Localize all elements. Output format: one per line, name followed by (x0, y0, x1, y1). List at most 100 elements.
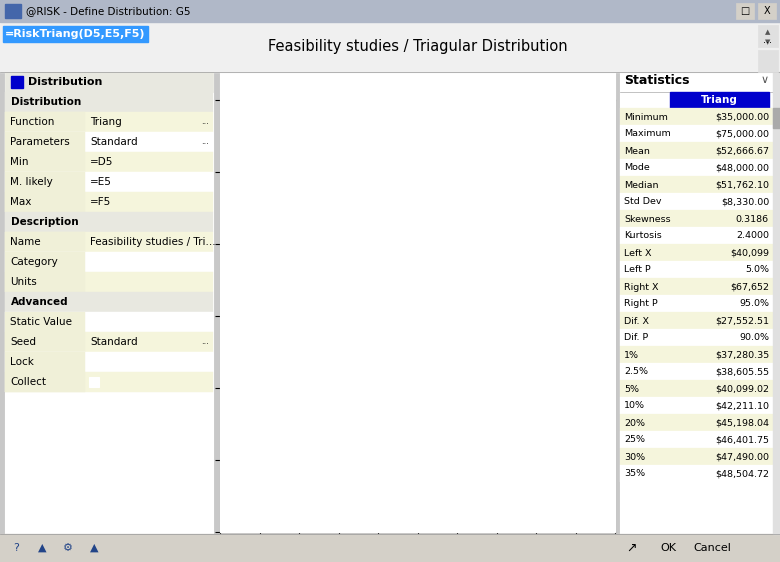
Bar (5, 72, 213, 92)
Text: ▲: ▲ (37, 543, 46, 553)
Bar (5, 172, 213, 192)
Text: $51,762.10: $51,762.10 (715, 180, 769, 189)
Bar (620, 193, 773, 210)
Bar (620, 210, 773, 227)
Text: $40,099: $40,099 (730, 248, 769, 257)
Bar (5, 92, 213, 112)
Text: OK: OK (660, 543, 676, 553)
Bar (620, 295, 773, 312)
Bar (620, 159, 773, 176)
Bar (620, 431, 773, 448)
Text: $46,401.75: $46,401.75 (715, 436, 769, 445)
Bar (0, 534, 780, 562)
Bar (0, 22, 780, 72)
Bar (620, 227, 773, 244)
Text: $52,666.67: $52,666.67 (715, 147, 769, 156)
Bar (5, 4, 21, 18)
Bar (5, 539, 27, 557)
Text: Dif. P: Dif. P (624, 333, 648, 342)
Text: $40,099: $40,099 (278, 58, 321, 68)
Text: 5.0%: 5.0% (246, 76, 274, 86)
Bar (5, 352, 85, 372)
Text: Parameters: Parameters (10, 137, 69, 147)
Text: 90.0%: 90.0% (388, 74, 429, 88)
Text: 30%: 30% (624, 452, 645, 461)
Bar (5, 332, 85, 352)
Text: $48,000.00: $48,000.00 (715, 164, 769, 173)
Text: ∨: ∨ (760, 75, 769, 85)
Text: 25%: 25% (624, 436, 645, 445)
Bar (5, 252, 213, 272)
Text: 2.4000: 2.4000 (736, 232, 769, 241)
Bar (5, 132, 213, 152)
Text: Kurtosis: Kurtosis (624, 232, 661, 241)
Bar (758, 50, 778, 72)
Bar (620, 278, 773, 295)
Text: $48,504.72: $48,504.72 (715, 469, 769, 478)
Bar (89, 357, 99, 367)
Bar (5, 272, 213, 292)
Text: $37,280.35: $37,280.35 (714, 351, 769, 360)
Bar (5, 372, 213, 392)
Text: Triang: Triang (90, 117, 122, 127)
Bar (620, 380, 773, 397)
Bar (620, 538, 642, 558)
Bar (620, 312, 773, 329)
Bar (5, 192, 213, 212)
Bar (773, 108, 780, 128)
Bar (5, 172, 85, 192)
Bar (736, 3, 754, 19)
Text: Skewness: Skewness (624, 215, 671, 224)
Text: Feasibility studies / Tri...: Feasibility studies / Tri... (90, 237, 215, 247)
Bar (5, 272, 85, 292)
Y-axis label: Values x 10^-5: Values x 10^-5 (189, 274, 199, 359)
Bar (620, 261, 773, 278)
Text: Right X: Right X (624, 283, 658, 292)
Text: Right P: Right P (624, 300, 658, 309)
Text: ⚙: ⚙ (63, 543, 73, 553)
Text: Triang: Triang (701, 95, 738, 105)
Bar (620, 397, 773, 414)
Bar (89, 377, 99, 387)
Text: X: X (764, 6, 771, 16)
Bar (758, 3, 776, 19)
Bar (5, 252, 85, 272)
Text: M. likely: M. likely (10, 177, 53, 187)
Text: Standard: Standard (90, 337, 137, 347)
Bar (620, 346, 773, 363)
Bar (5, 332, 213, 352)
Bar (620, 448, 773, 465)
Bar (648, 538, 688, 558)
Bar (620, 244, 773, 261)
Text: Max: Max (10, 197, 31, 207)
Bar (5, 232, 213, 252)
Text: $40,099.02: $40,099.02 (715, 384, 769, 393)
Text: Distribution: Distribution (28, 77, 102, 87)
Bar (670, 92, 769, 108)
Bar (5, 212, 213, 232)
Text: Collect: Collect (10, 377, 46, 387)
Text: @RISK - Define Distribution: G5: @RISK - Define Distribution: G5 (26, 6, 190, 16)
Bar (5, 112, 213, 132)
Text: 5.0%: 5.0% (552, 76, 580, 86)
Text: Min: Min (10, 157, 29, 167)
Text: Description: Description (11, 217, 79, 227)
Bar (3, 26, 148, 42)
Text: Cancel: Cancel (693, 543, 731, 553)
Bar (620, 414, 773, 431)
Text: 35%: 35% (624, 469, 645, 478)
Text: ...: ... (764, 35, 772, 45)
Text: =D5: =D5 (90, 157, 113, 167)
Text: $27,552.51: $27,552.51 (715, 316, 769, 325)
Text: ...: ... (201, 117, 209, 126)
Bar (300, 70, 517, 93)
Text: Standard: Standard (90, 137, 137, 147)
Text: $42,211.10: $42,211.10 (715, 401, 769, 410)
Text: ↗: ↗ (626, 542, 636, 555)
Text: Function: Function (10, 117, 55, 127)
Bar (5, 372, 85, 392)
Text: Lock: Lock (10, 357, 34, 367)
Text: Dif. X: Dif. X (624, 316, 649, 325)
Text: $47,490.00: $47,490.00 (715, 452, 769, 461)
Text: 2.5%: 2.5% (624, 368, 648, 377)
